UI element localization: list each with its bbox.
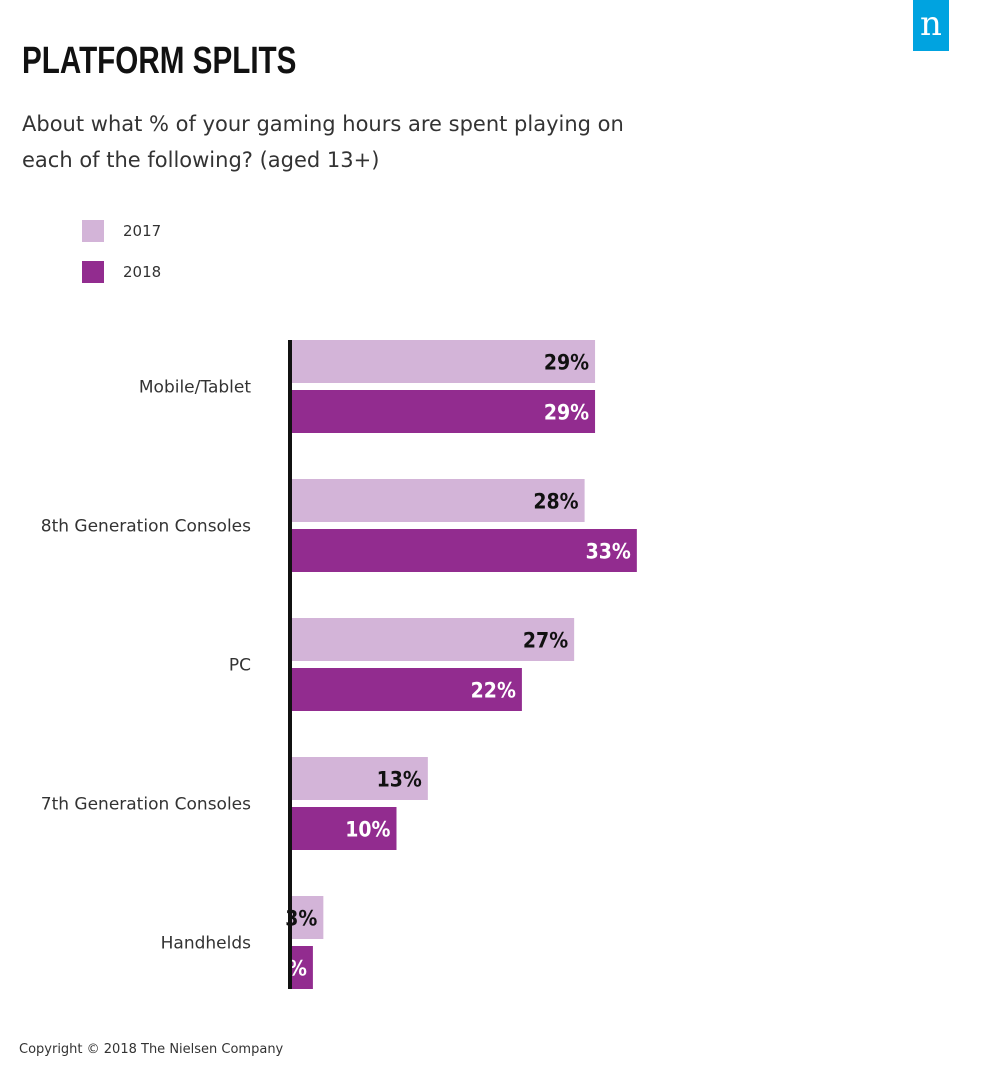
bar-mobile-tablet-2017 bbox=[292, 340, 596, 383]
bar-label-pc-2017: 27% bbox=[523, 629, 568, 653]
category-label-8th-generation-consoles: 8th Generation Consoles bbox=[41, 517, 251, 537]
bar-mobile-tablet-2018 bbox=[292, 390, 596, 433]
legend-label-2017: 2017 bbox=[123, 222, 162, 240]
category-label-handhelds: Handhelds bbox=[161, 934, 252, 954]
legend-label-2018: 2018 bbox=[123, 263, 162, 281]
bar-8th-generation-consoles-2017 bbox=[292, 479, 585, 522]
bar-label-8th-generation-consoles-2018: 33% bbox=[586, 540, 631, 564]
bar-pc-2017 bbox=[292, 618, 575, 661]
legend-swatch-2018 bbox=[82, 261, 104, 283]
bar-label-mobile-tablet-2017: 29% bbox=[544, 351, 589, 375]
legend-item-2017: 2017 bbox=[82, 220, 161, 242]
bar-7th-generation-consoles-2017 bbox=[292, 757, 428, 800]
category-label-mobile-tablet: Mobile/Tablet bbox=[139, 378, 251, 398]
chart-title: PLATFORM SPLITS bbox=[22, 40, 297, 82]
bar-8th-generation-consoles-2018 bbox=[292, 529, 637, 572]
bar-label-7th-generation-consoles-2017: 13% bbox=[377, 768, 422, 792]
bar-label-mobile-tablet-2018: 29% bbox=[544, 401, 589, 425]
bar-handhelds-2017 bbox=[292, 896, 324, 939]
bar-pc-2018 bbox=[292, 668, 522, 711]
bar-label-7th-generation-consoles-2018: 10% bbox=[345, 818, 390, 842]
nielsen-logo: n bbox=[913, 0, 949, 51]
copyright-footer: Copyright © 2018 The Nielsen Company bbox=[19, 1042, 284, 1057]
legend-item-2018: 2018 bbox=[82, 261, 161, 283]
bar-7th-generation-consoles-2018 bbox=[292, 807, 397, 850]
bar-label-8th-generation-consoles-2017: 28% bbox=[533, 490, 578, 514]
bar-handhelds-2018 bbox=[292, 946, 313, 989]
legend-swatch-2017 bbox=[82, 220, 104, 242]
category-label-pc: PC bbox=[229, 656, 251, 676]
category-label-7th-generation-consoles: 7th Generation Consoles bbox=[41, 795, 251, 815]
chart-subtitle: About what % of your gaming hours are sp… bbox=[22, 112, 624, 172]
bar-label-pc-2018: 22% bbox=[471, 679, 516, 703]
